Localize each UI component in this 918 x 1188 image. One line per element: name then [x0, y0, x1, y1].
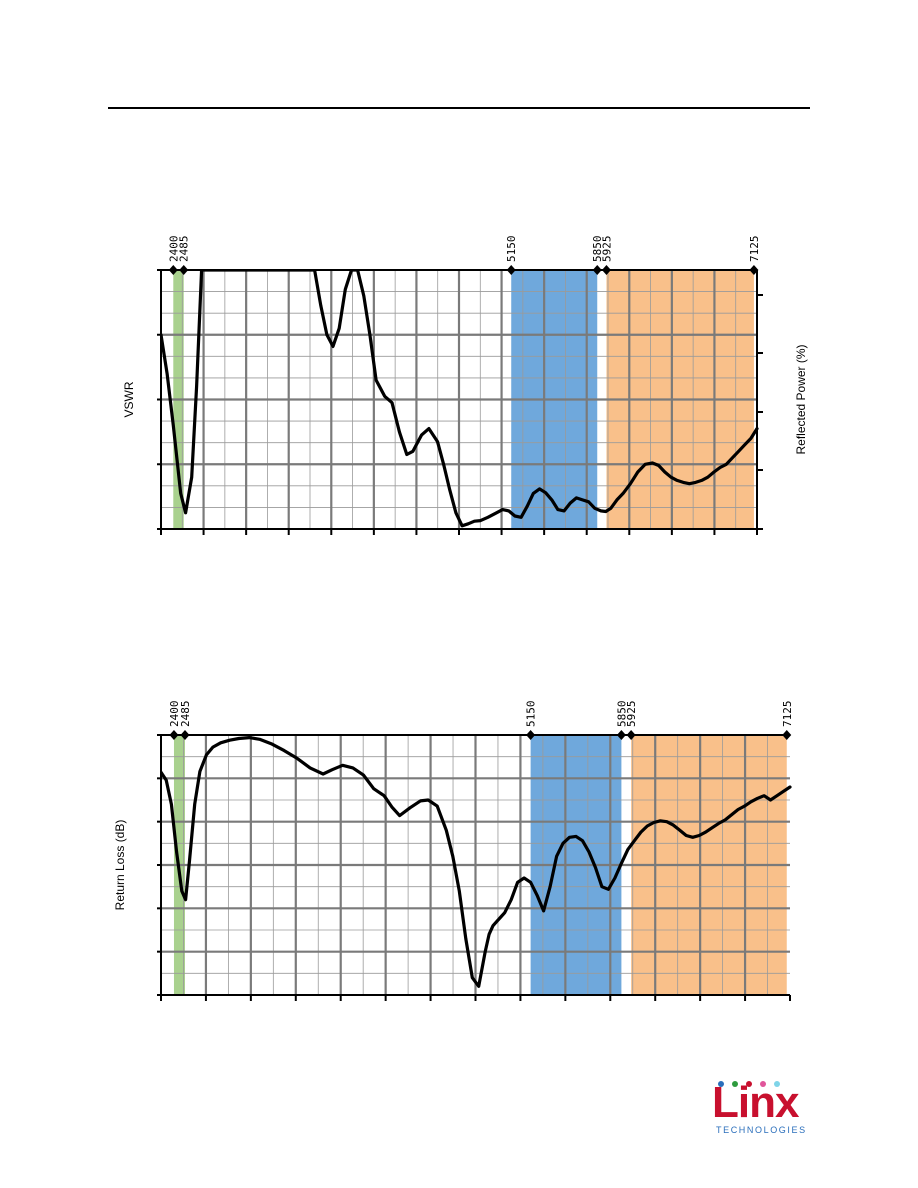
logo-subtitle: TECHNOLOGIES [716, 1125, 807, 1135]
band-marker-2400 [169, 730, 179, 740]
band-marker-5150 [526, 730, 536, 740]
band-marker-5850 [616, 730, 626, 740]
marker-label-5150: 5150 [505, 236, 518, 263]
marker-label-2400: 2400 [167, 236, 180, 263]
marker-label-5850: 5850 [615, 701, 628, 728]
logo-dot-5 [774, 1081, 780, 1087]
y-axis-label: Return Loss (dB) [113, 820, 127, 911]
band-marker-5925 [626, 730, 636, 740]
marker-label-2485: 2485 [179, 701, 192, 728]
marker-label-2485: 2485 [178, 236, 191, 263]
logo-dot-4 [760, 1081, 766, 1087]
marker-label-5850: 5850 [591, 236, 604, 263]
band-marker-5925 [601, 265, 611, 275]
band-marker-5850 [592, 265, 602, 275]
band-marker-2400 [168, 265, 178, 275]
marker-label-7125: 7125 [781, 701, 794, 728]
marker-label-7125: 7125 [748, 236, 761, 263]
band-marker-2485 [179, 265, 189, 275]
y-axis-label: VSWR [122, 381, 136, 417]
logo-dot-3 [746, 1081, 752, 1087]
series-line [161, 736, 792, 988]
series-line [161, 269, 759, 528]
page-header-rule [108, 107, 810, 109]
marker-label-5925: 5925 [600, 236, 613, 263]
band-marker-2485 [180, 730, 190, 740]
marker-label-5150: 5150 [525, 701, 538, 728]
band-marker-5150 [506, 265, 516, 275]
marker-label-5925: 5925 [625, 701, 638, 728]
marker-label-2400: 2400 [168, 701, 181, 728]
band-marker-7125 [749, 265, 759, 275]
logo-dot-1 [718, 1081, 724, 1087]
y2-axis-label: Reflected Power (%) [794, 344, 808, 454]
logo-wordmark: Linx [712, 1078, 799, 1127]
logo-dot-2 [732, 1081, 738, 1087]
band-marker-7125 [782, 730, 792, 740]
linx-logo: Linx TECHNOLOGIES [712, 1078, 812, 1138]
